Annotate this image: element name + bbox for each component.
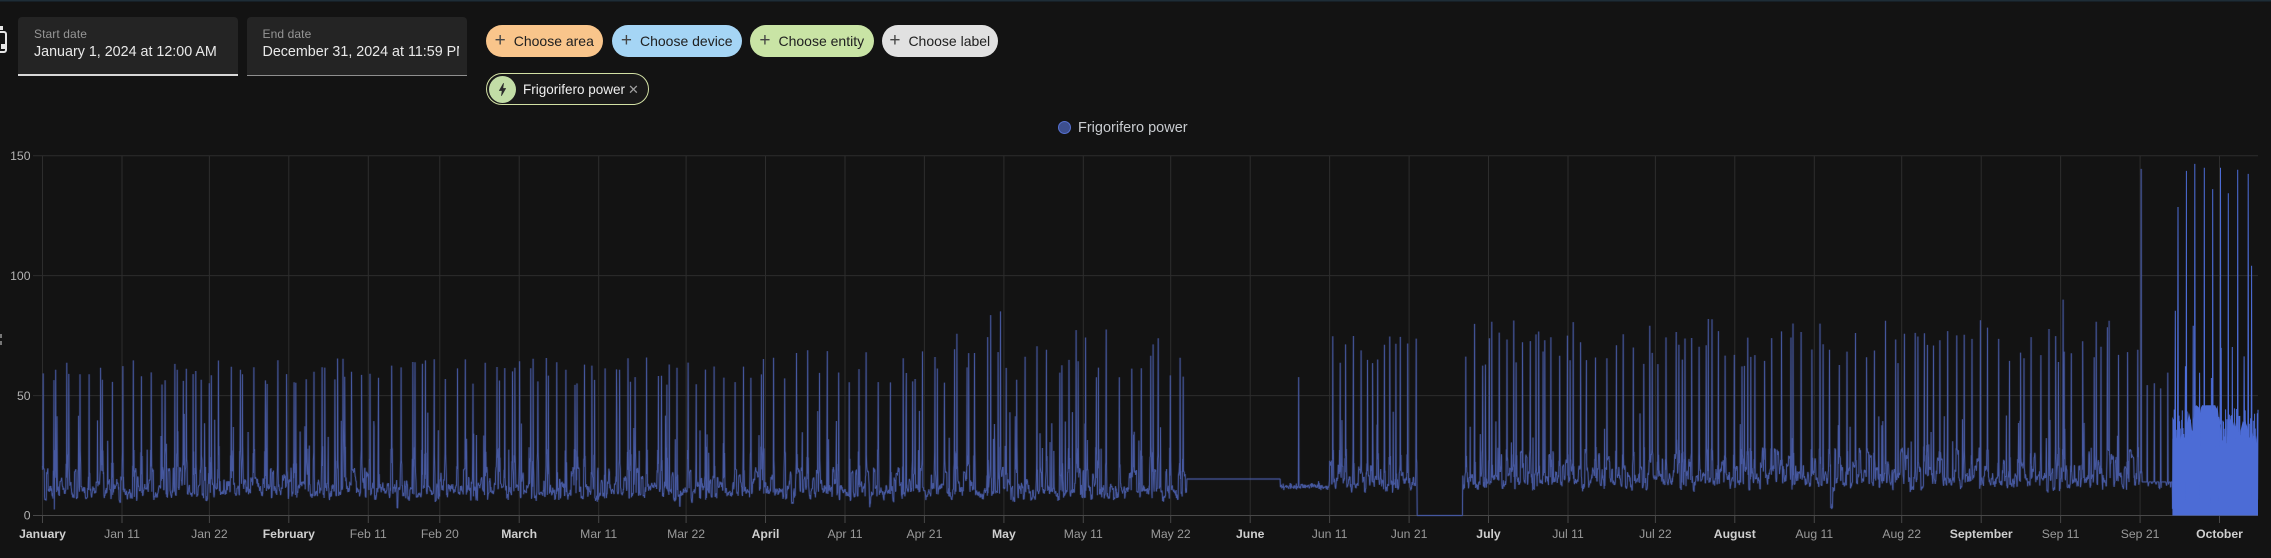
svg-text:Mar 22: Mar 22 [667, 527, 705, 541]
svg-text:March: March [501, 527, 537, 541]
svg-text:July: July [1476, 527, 1501, 541]
svg-text:100: 100 [10, 269, 31, 283]
svg-text:Aug 11: Aug 11 [1795, 527, 1833, 541]
svg-text:0: 0 [24, 509, 31, 523]
svg-text:August: August [1714, 527, 1756, 541]
svg-text:Apr 11: Apr 11 [827, 527, 862, 541]
svg-text:Aug 22: Aug 22 [1882, 527, 1921, 541]
svg-text:50: 50 [17, 389, 31, 403]
svg-text:Jan 22: Jan 22 [191, 527, 228, 541]
svg-text:Jan 11: Jan 11 [104, 527, 140, 541]
svg-text:Jul 22: Jul 22 [1639, 527, 1672, 541]
svg-text:February: February [263, 527, 315, 541]
svg-text:Sep 21: Sep 21 [2121, 527, 2160, 541]
svg-text:Apr 21: Apr 21 [906, 527, 942, 541]
svg-text:Jun 21: Jun 21 [1391, 527, 1428, 541]
svg-text:Feb 20: Feb 20 [421, 527, 459, 541]
svg-text:April: April [752, 527, 780, 541]
svg-text:May 11: May 11 [1064, 527, 1103, 541]
svg-text:January: January [19, 527, 66, 541]
svg-text:Sep 11: Sep 11 [2042, 527, 2080, 541]
svg-text:May 22: May 22 [1151, 527, 1191, 541]
svg-text:Jun 11: Jun 11 [1312, 527, 1348, 541]
svg-text:150: 150 [10, 149, 31, 163]
svg-text:September: September [1950, 527, 2013, 541]
svg-text:Feb 11: Feb 11 [350, 527, 387, 541]
svg-text:Jul 11: Jul 11 [1552, 527, 1584, 541]
svg-text:October: October [2196, 527, 2243, 541]
svg-text:June: June [1236, 527, 1265, 541]
svg-text:Mar 11: Mar 11 [580, 527, 617, 541]
svg-text:May: May [992, 527, 1016, 541]
